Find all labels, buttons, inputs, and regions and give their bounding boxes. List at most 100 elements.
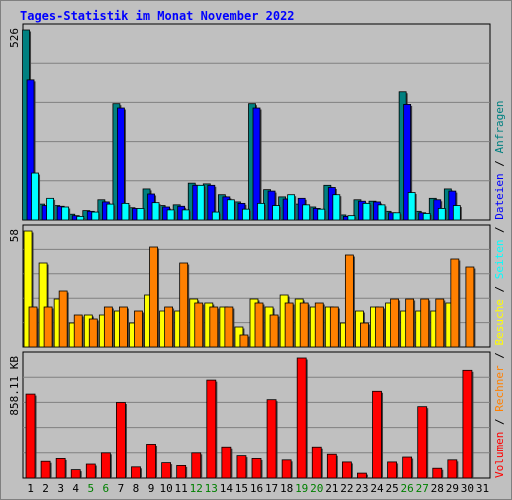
legend-seiten: Seiten	[493, 240, 506, 286]
bar-rechner-day-24	[375, 306, 384, 348]
x-tick-label: 25	[385, 482, 398, 495]
bar-rechner-day-26	[405, 298, 415, 348]
bar-rechner-day-15	[239, 334, 249, 348]
x-tick-label: 12	[190, 482, 203, 495]
bar-seiten-day-11	[181, 209, 190, 221]
bar-volumen-day-5	[85, 463, 96, 479]
bar-seiten-day-9	[151, 202, 160, 221]
x-tick-label: 3	[57, 482, 64, 495]
bar-volumen-day-12	[191, 452, 202, 479]
bar-volumen-day-29	[447, 459, 458, 479]
legend-rechner: Rechner	[493, 365, 506, 418]
bar-seiten-day-13	[211, 211, 220, 221]
legend-dateien: Dateien	[493, 173, 506, 226]
bar-volumen-day-28	[432, 467, 443, 479]
bar-rechner-day-3	[58, 290, 68, 348]
bar-volumen-day-22	[341, 461, 352, 479]
x-tick-label: 21	[325, 482, 338, 495]
bar-volumen-day-6	[100, 452, 111, 479]
x-tick-label: 24	[370, 482, 384, 495]
legend-separator: /	[493, 352, 506, 365]
bar-seiten-day-20	[317, 208, 326, 221]
bar-volumen-day-21	[326, 453, 337, 479]
bar-volumen-day-30	[462, 369, 473, 479]
x-tick-label: 30	[461, 482, 474, 495]
bar-dateien-day-7	[117, 107, 125, 221]
bar-rechner-day-22	[344, 254, 354, 348]
bar-rechner-day-1	[28, 306, 38, 348]
bar-volumen-day-26	[402, 456, 413, 479]
bar-volumen-day-25	[387, 461, 397, 479]
x-tick-label: 17	[265, 482, 278, 495]
x-tick-label: 16	[250, 482, 263, 495]
bar-seiten-day-19	[302, 204, 311, 221]
x-tick-label: 6	[103, 482, 110, 495]
bar-volumen-day-27	[417, 406, 428, 479]
bar-seiten-day-24	[377, 204, 386, 221]
bar-seiten-day-1	[31, 172, 39, 221]
x-tick-label: 19	[295, 482, 308, 495]
x-tick-label: 1	[27, 482, 34, 495]
x-tick-label: 10	[159, 482, 172, 495]
bar-rechner-day-16	[254, 302, 264, 348]
bar-volumen-day-2	[40, 460, 51, 479]
legend-separator: /	[493, 160, 506, 173]
bar-rechner-day-19	[299, 302, 309, 348]
x-tick-label: 14	[220, 482, 234, 495]
x-tick-label: 27	[416, 482, 429, 495]
legend: Volumen / Rechner / Besuche / Seiten / D…	[493, 100, 506, 478]
legend-separator: /	[493, 286, 506, 299]
legend-anfragen: Anfragen	[493, 100, 506, 160]
bar-seiten-day-5	[91, 211, 100, 221]
bar-volumen-day-1	[25, 393, 36, 479]
x-tick-label: 28	[431, 482, 444, 495]
bar-volumen-day-23	[357, 472, 367, 479]
bar-seiten-day-6	[106, 203, 115, 221]
x-tick-label: 7	[118, 482, 125, 495]
bar-seiten-day-26	[407, 192, 416, 221]
x-tick-label: 11	[175, 482, 188, 495]
bar-rechner-day-28	[435, 298, 445, 348]
bar-volumen-day-10	[161, 462, 172, 479]
bar-rechner-day-10	[164, 306, 174, 348]
x-tick-label: 22	[340, 482, 353, 495]
chart-title: Tages-Statistik im Monat November 2022	[20, 9, 295, 23]
bar-seiten-day-29	[452, 205, 461, 221]
x-tick-label: 2	[42, 482, 49, 495]
bar-seiten-day-23	[362, 202, 371, 221]
bar-rechner-day-27	[420, 298, 430, 348]
bar-rechner-day-30	[465, 266, 475, 348]
bar-seiten-day-27	[422, 213, 431, 221]
x-tick-label: 26	[401, 482, 414, 495]
x-tick-label: 13	[205, 482, 218, 495]
legend-volumen: Volumen	[493, 432, 506, 478]
bar-rechner-day-12	[194, 302, 204, 348]
bar-rechner-day-20	[314, 302, 324, 348]
bar-seiten-day-18	[287, 194, 296, 221]
x-tick-label: 15	[235, 482, 248, 495]
bar-seiten-day-14	[226, 199, 235, 221]
bar-volumen-day-18	[281, 459, 292, 479]
bar-volumen-day-16	[251, 458, 262, 479]
bar-besuche-day-2	[38, 262, 48, 348]
bar-seiten-day-16	[257, 202, 265, 221]
bar-volumen-day-14	[221, 446, 232, 479]
bar-seiten-day-21	[332, 194, 341, 221]
legend-besuche: Besuche	[493, 299, 506, 352]
bar-rechner-day-9	[149, 246, 158, 348]
bar-volumen-day-20	[311, 446, 322, 479]
bar-rechner-day-23	[360, 322, 369, 348]
bar-seiten-day-3	[61, 206, 70, 221]
axis-max-label-top: 526	[8, 28, 21, 48]
bar-seiten-day-25	[392, 212, 401, 221]
bar-rechner-day-6	[103, 306, 113, 348]
bar-rechner-day-25	[390, 298, 399, 348]
bar-seiten-day-10	[166, 209, 175, 221]
x-tick-label: 20	[310, 482, 323, 495]
bar-volumen-day-13	[206, 379, 217, 479]
x-tick-label: 9	[148, 482, 155, 495]
x-tick-label: 23	[355, 482, 368, 495]
bar-rechner-day-5	[88, 318, 98, 348]
bar-seiten-day-15	[242, 208, 250, 221]
